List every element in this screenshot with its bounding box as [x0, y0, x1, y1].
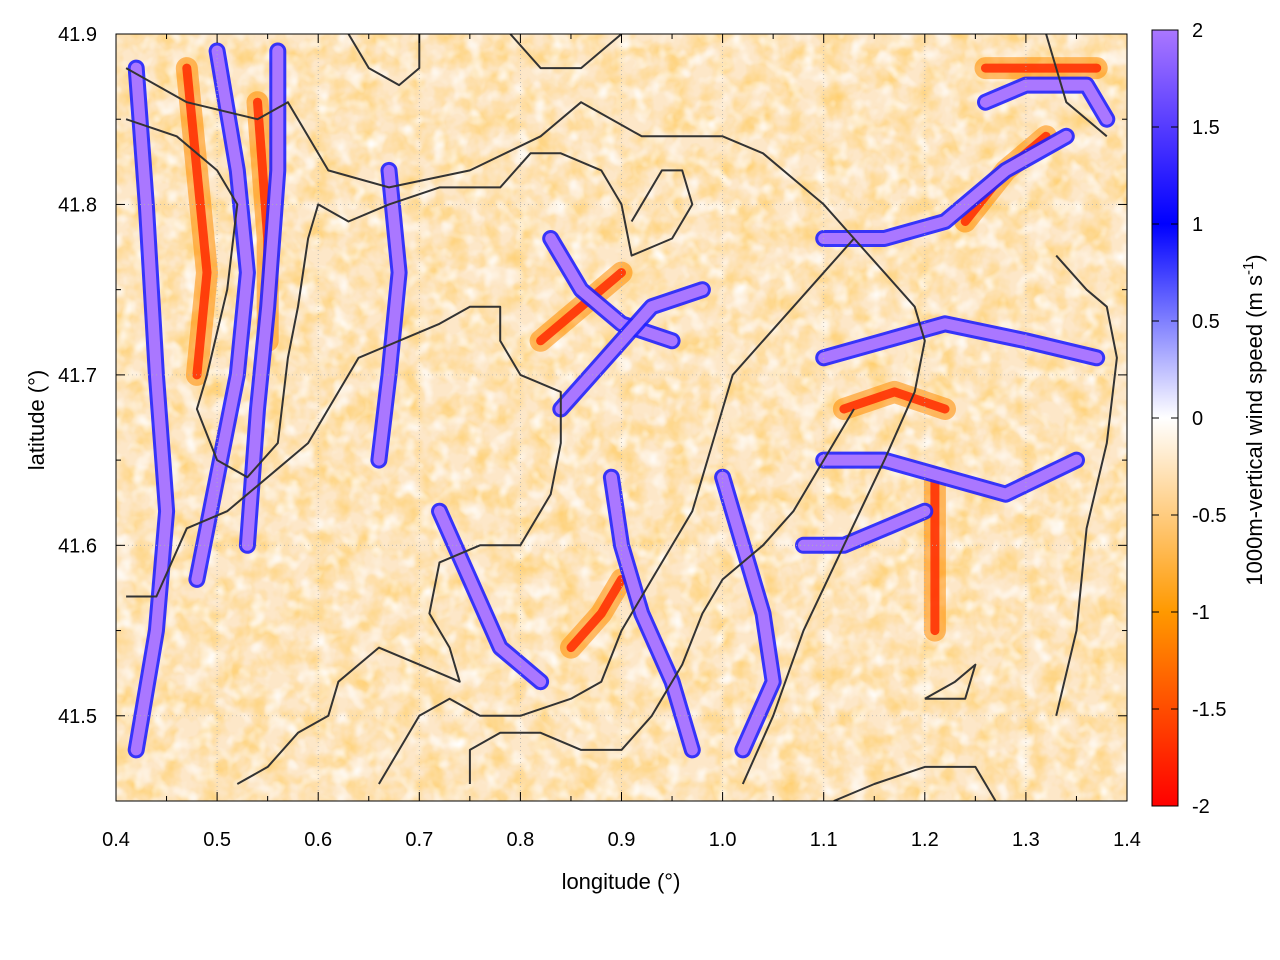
updraft-band-11 — [818, 454, 1082, 500]
downdraft-band-0 — [182, 63, 212, 380]
colorbar-ticks: -2 -1.5 -1 -0.5 0 0.5 1 1.5 2 — [1152, 20, 1226, 818]
contour-line-5 — [833, 765, 997, 801]
x-axis: 0.4 0.5 0.6 0.7 0.8 0.9 1.0 1.1 1.2 1.3 1.4 — [102, 34, 1141, 851]
contour-line-1 — [125, 118, 694, 479]
updraft-band-2 — [241, 45, 284, 551]
y-axis: 41.5 41.6 41.7 41.8 41.9 — [58, 24, 1127, 728]
updraft-band-6 — [555, 284, 708, 415]
gridlines — [116, 34, 1127, 801]
contour-line-7 — [1055, 254, 1118, 717]
updraft-band-8 — [717, 471, 779, 756]
y-axis-label: latitude (°) — [24, 370, 49, 471]
colorbar-label-sup: -1 — [1240, 262, 1257, 275]
y-tick-label-1: 41.6 — [58, 535, 97, 557]
colorbar-tick-label-8: 2 — [1192, 20, 1203, 42]
colorbar-tick-label-0: -2 — [1192, 796, 1210, 818]
updraft-band-9 — [818, 130, 1072, 244]
colorbar: -2 -1.5 -1 -0.5 0 0.5 1 1.5 2 1000m-vertical win… — [1151, 20, 1267, 818]
x-tick-label-5: 0.9 — [608, 829, 636, 851]
updraft-bands — [127, 42, 1116, 759]
terrain-contours — [125, 34, 1118, 801]
x-tick-label-0: 0.4 — [102, 829, 130, 851]
downdraft-band-2 — [536, 268, 626, 346]
x-tick-label-3: 0.7 — [405, 829, 433, 851]
colorbar-tick-label-4: 0 — [1192, 408, 1203, 430]
downdraft-band-7 — [839, 387, 950, 414]
y-tick-label-3: 41.8 — [58, 194, 97, 216]
updraft-band-5 — [545, 233, 678, 347]
updraft-band-0 — [130, 62, 173, 756]
contour-line-8 — [1045, 34, 1108, 138]
x-tick-label-1: 0.5 — [203, 829, 231, 851]
updraft-band-7 — [605, 471, 698, 756]
x-tick-label-9: 1.3 — [1012, 829, 1040, 851]
contour-line-0 — [125, 67, 926, 785]
contour-line-6 — [924, 663, 977, 700]
colorbar-tick-label-7: 1.5 — [1192, 117, 1220, 139]
updraft-band-10 — [818, 318, 1103, 364]
x-tick-label-4: 0.8 — [506, 829, 534, 851]
x-tick-label-8: 1.2 — [911, 829, 939, 851]
updraft-band-12 — [798, 505, 931, 551]
updraft-band-1 — [191, 45, 253, 585]
colorbar-label-main: 1000m-vertical wind speed (m s — [1242, 275, 1267, 586]
contour-line-9 — [347, 34, 421, 87]
x-tick-label-6: 1.0 — [709, 829, 737, 851]
contour-line-2 — [126, 305, 562, 785]
colorbar-label: 1000m-vertical wind speed (m s-1) — [1240, 254, 1267, 585]
x-tick-label-7: 1.1 — [810, 829, 838, 851]
contour-line-3 — [378, 237, 855, 785]
y-tick-label-0: 41.5 — [58, 706, 97, 728]
x-tick-label-2: 0.6 — [304, 829, 332, 851]
updraft-band-3 — [373, 164, 405, 466]
contour-line-10 — [509, 34, 623, 70]
downdraft-band-3 — [566, 574, 626, 653]
heatmap-field — [116, 34, 1127, 801]
colorbar-label-end: ) — [1242, 254, 1267, 261]
colorbar-tick-label-6: 1 — [1192, 214, 1203, 236]
colorbar-tick-label-3: -0.5 — [1192, 505, 1226, 527]
x-tick-label-10: 1.4 — [1113, 829, 1141, 851]
colorbar-tick-label-5: 0.5 — [1192, 311, 1220, 333]
colorbar-tick-label-1: -1.5 — [1192, 699, 1226, 721]
y-tick-label-4: 41.9 — [58, 24, 97, 46]
updraft-band-13 — [980, 79, 1113, 125]
x-axis-label: longitude (°) — [562, 869, 681, 894]
updraft-band-4 — [434, 505, 547, 688]
contour-line-4 — [468, 408, 855, 784]
y-tick-label-2: 41.7 — [58, 365, 97, 387]
colorbar-tick-label-2: -1 — [1192, 602, 1210, 624]
